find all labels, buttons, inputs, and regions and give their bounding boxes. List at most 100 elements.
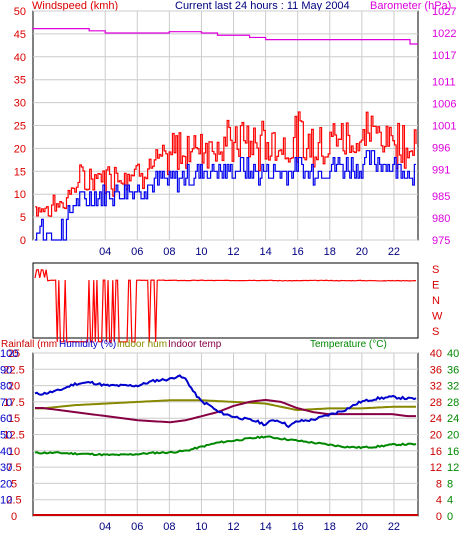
chart-title: Current last 24 hours : 11 May 2004: [175, 0, 350, 12]
barometer-tick-label: 1011: [432, 76, 456, 88]
rainfall-tick-label: 17.5: [3, 397, 24, 409]
barometer-tick-label: 996: [432, 143, 450, 155]
rainfall-tick-label: 5: [11, 478, 17, 490]
barometer-tick-label: 991: [432, 165, 450, 177]
barometer-tick-label: 1006: [432, 98, 456, 110]
bottom-x-tick-label: 14: [259, 521, 271, 533]
indoor-hum-line: [35, 399, 416, 412]
wind-gust-line: [35, 111, 417, 217]
humidity-ticks: 10 20 30 40 50 60 70 80 90 100: [0, 348, 18, 507]
wind-x-tick-label: 18: [324, 246, 336, 258]
humidity-legend: Humidity (%): [59, 339, 116, 350]
windspeed-tick-label: 0: [20, 235, 26, 247]
indoor-hum-legend: indoor hum: [117, 339, 167, 350]
windspeed-tick-label: 5: [20, 212, 26, 224]
bottom-x-ticks: 04 06 08 10 12 14 16 18 20 22: [99, 521, 400, 533]
wind-x-tick-label: 08: [163, 246, 175, 258]
temperature-legend: Temperature (°C): [310, 339, 387, 350]
windspeed-tick-label: 25: [14, 121, 26, 133]
bottom-x-tick-label: 08: [163, 521, 175, 533]
temperature-ticks-left: 0 4 8 12 16 20 24 28 32 36 40: [430, 348, 442, 523]
temperature-tick-label: 24: [447, 413, 459, 425]
wind-gridlines: [33, 10, 418, 241]
barometer-tick-label: 1001: [432, 121, 456, 133]
windspeed-ticks: 0 5 10 15 20 25 30 35 40 45 50: [14, 6, 26, 247]
wind-x-tick-label: 14: [259, 246, 271, 258]
humidity-line: [34, 374, 417, 429]
barometer-tick-label: 975: [432, 235, 450, 247]
rainfall-tick-label: 22.5: [3, 364, 24, 376]
bottom-x-tick-label: 04: [99, 521, 111, 533]
temperature-tick-label: 8: [447, 478, 453, 490]
rainfall-ticks: 0 2.5 5 7.5 10 12.5 15 17.5 20 22.5 25: [3, 348, 24, 523]
series-layer: [32, 28, 418, 516]
bottom-x-tick-label: 20: [356, 521, 368, 533]
barometer-line: [32, 28, 418, 45]
direction-tick-label: S: [432, 264, 439, 276]
barometer-axis-title: Barometer (hPa): [370, 0, 451, 12]
temperature-tick-label: 4: [447, 495, 453, 507]
barometer-tick-label: 1017: [432, 50, 456, 62]
humidity-tick-label: 40: [0, 446, 12, 458]
barometer-tick-label: 1022: [432, 28, 456, 40]
humidity-tick-label: 70: [0, 397, 12, 409]
temperature-tick-label: 36: [430, 364, 442, 376]
windspeed-tick-label: 30: [14, 98, 26, 110]
humidity-tick-label: 90: [0, 364, 12, 376]
windspeed-axis-title: Windspeed (kmh): [32, 0, 118, 12]
direction-tick-label: W: [432, 311, 443, 323]
windspeed-tick-label: 40: [14, 52, 26, 64]
direction-tick-label: E: [432, 280, 439, 292]
humidity-tick-label: 30: [0, 462, 12, 474]
temperature-tick-label: 20: [447, 430, 459, 442]
direction-tick-label: S: [432, 326, 439, 338]
humidity-tick-label: 100: [0, 348, 18, 360]
temperature-tick-label: 28: [430, 397, 442, 409]
rainfall-tick-label: 0: [11, 511, 17, 523]
wind-x-tick-label: 20: [356, 246, 368, 258]
wind-x-tick-label: 22: [388, 246, 400, 258]
rainfall-tick-label: 2.5: [6, 495, 21, 507]
bottom-x-tick-label: 16: [292, 521, 304, 533]
wind-x-tick-label: 06: [131, 246, 143, 258]
rainfall-tick-label: 15: [8, 413, 20, 425]
wind-x-tick-label: 10: [195, 246, 207, 258]
barometer-tick-label: 985: [432, 191, 450, 203]
temperature-line: [34, 435, 417, 457]
rainfall-tick-label: 20: [8, 381, 20, 393]
temperature-tick-label: 8: [436, 478, 442, 490]
temperature-ticks-right: 0 4 8 12 16 20 24 28 32 36 40: [447, 348, 459, 523]
rainfall-tick-label: 7.5: [6, 462, 21, 474]
humidity-tick-label: 60: [0, 413, 12, 425]
temperature-tick-label: 16: [430, 446, 442, 458]
wind-x-tick-label: 04: [99, 246, 111, 258]
temperature-tick-label: 4: [436, 495, 442, 507]
temperature-tick-label: 12: [430, 462, 442, 474]
windspeed-tick-label: 10: [14, 189, 26, 201]
humidity-tick-label: 50: [0, 430, 12, 442]
bottom-x-tick-label: 18: [324, 521, 336, 533]
windspeed-tick-label: 45: [14, 29, 26, 41]
temperature-tick-label: 40: [447, 348, 459, 360]
bottom-x-tick-label: 12: [227, 521, 239, 533]
rainfall-tick-label: 12.5: [3, 430, 24, 442]
barometer-tick-label: 980: [432, 213, 450, 225]
temperature-tick-label: 0: [436, 511, 442, 523]
bottom-x-tick-label: 06: [131, 521, 143, 533]
humidity-tick-label: 80: [0, 381, 12, 393]
windspeed-tick-label: 50: [14, 6, 26, 18]
humidity-tick-label: 10: [0, 495, 12, 507]
wind-x-tick-label: 16: [292, 246, 304, 258]
temperature-tick-label: 16: [447, 446, 459, 458]
windspeed-tick-label: 35: [14, 75, 26, 87]
temperature-tick-label: 40: [430, 348, 442, 360]
temperature-tick-label: 32: [447, 381, 459, 393]
temperature-tick-label: 24: [430, 413, 442, 425]
temperature-tick-label: 32: [430, 381, 442, 393]
temperature-tick-label: 0: [447, 511, 453, 523]
humidity-tick-label: 20: [0, 478, 12, 490]
wind-x-ticks: 04 06 08 10 12 14 16 18 20 22: [99, 246, 400, 258]
rainfall-legend: Rainfall (mm: [1, 339, 57, 350]
